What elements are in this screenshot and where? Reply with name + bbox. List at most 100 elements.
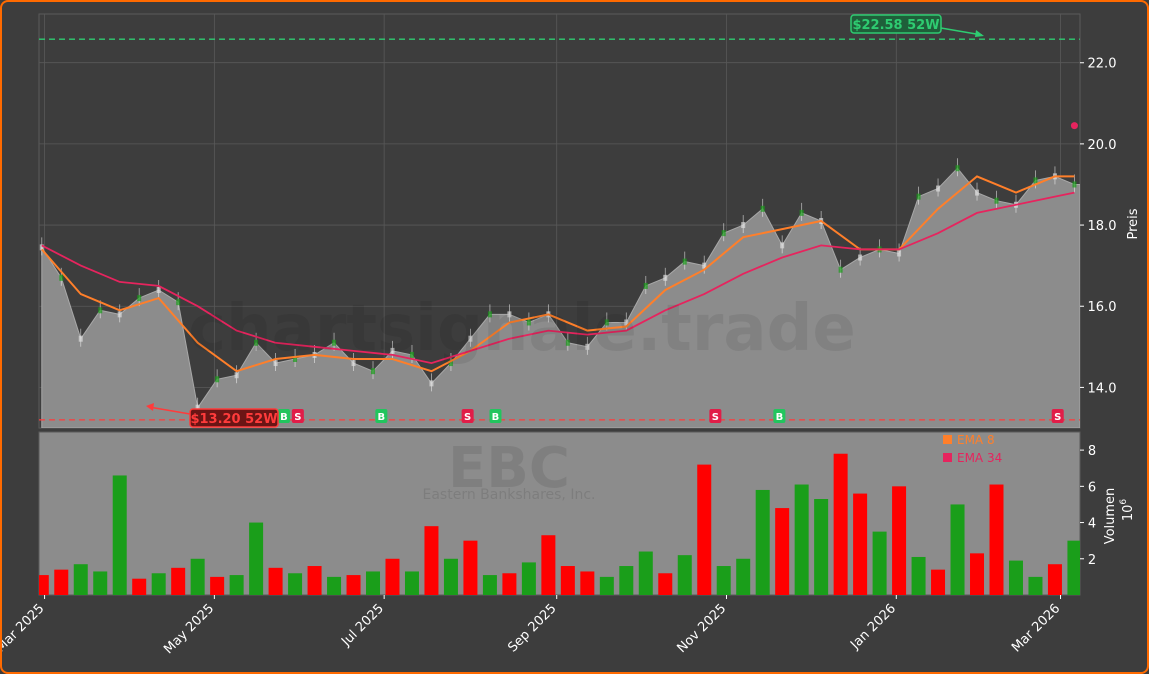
ema-lines-group (41, 122, 1078, 373)
volume-bar (93, 571, 108, 595)
candle-body (585, 343, 590, 350)
candle-body (98, 307, 103, 314)
volume-bar (39, 575, 49, 595)
candle-body (604, 319, 609, 326)
candle-body (1033, 177, 1038, 184)
volume-bar (931, 569, 946, 595)
sell-signal-label: S (1054, 412, 1061, 423)
volume-bar (327, 576, 342, 595)
legend-ema8-swatch (943, 435, 952, 444)
candle-body (195, 404, 200, 411)
volume-bar (814, 499, 829, 595)
date-tick-label: Jan 2026 (847, 601, 899, 653)
candles-group (39, 158, 1077, 416)
volume-bar (1008, 560, 1023, 595)
volume-tick-label: 6 (1088, 480, 1096, 495)
candle-body (390, 347, 395, 354)
candle-body (273, 360, 278, 367)
watermark-ticker: EBC (448, 436, 570, 501)
legend-ema8-label: EMA 8 (957, 433, 995, 447)
volume-bar (989, 484, 1004, 595)
candle-body (721, 230, 726, 237)
candle-body (799, 209, 804, 216)
candle-body (507, 311, 512, 318)
volume-bar (482, 575, 497, 595)
price-area-group (41, 167, 1080, 428)
candle-body (39, 244, 44, 251)
volume-bar (229, 575, 244, 595)
volume-bar (424, 526, 439, 595)
volume-bar (911, 556, 926, 595)
buy-signal-badge (277, 409, 290, 423)
candle-body (332, 339, 337, 346)
date-tick-label: Mar 2026 (1009, 601, 1063, 655)
price-tick-label: 16.0 (1088, 300, 1117, 315)
volume-bar (833, 453, 848, 595)
volume-bar (54, 569, 69, 595)
buy-signal-badge (489, 409, 502, 423)
volume-bar (950, 504, 965, 595)
volume-bar (580, 571, 595, 595)
buy-signal-label: B (280, 412, 288, 423)
candle-body (565, 339, 570, 346)
volume-bar (716, 566, 731, 595)
candle-body (994, 197, 999, 204)
volume-panel (38, 431, 1081, 596)
candle-body (663, 274, 668, 281)
buy-signal-label: B (776, 412, 784, 423)
volume-bar (249, 522, 264, 595)
volume-bar (619, 566, 634, 595)
candle-body (371, 368, 376, 375)
buy-signal-label: B (378, 412, 386, 423)
volume-bar (1067, 540, 1080, 595)
price-tick-label: 20.0 (1088, 138, 1117, 153)
candle-body (526, 319, 531, 326)
candle-body (234, 372, 239, 379)
sell-signal-badge (709, 409, 722, 423)
volume-bar (502, 573, 517, 595)
candle-body (975, 189, 980, 196)
candle-body (176, 299, 181, 306)
candle-body (117, 311, 122, 318)
ema8-line (41, 175, 1075, 373)
volume-bar (775, 508, 790, 595)
candle-body (351, 360, 356, 367)
volume-tick-label: 2 (1088, 553, 1096, 568)
volume-bar (443, 558, 458, 595)
candle-body (897, 250, 902, 257)
high-52w-label: $22.58 52W (852, 18, 939, 33)
volume-bar (132, 578, 147, 595)
candle-body (78, 335, 83, 342)
candle-body (702, 262, 707, 269)
candle-body (468, 335, 473, 342)
volume-bar (755, 489, 770, 595)
candle-body (936, 185, 941, 192)
volume-bar (599, 576, 614, 595)
sell-signal-badge (461, 409, 474, 423)
volume-bar (268, 567, 283, 595)
date-tick-label: Mar 2025 (2, 601, 47, 655)
volume-bars-group (39, 453, 1080, 595)
buy-signal-badge (773, 409, 786, 423)
volume-bar (151, 573, 166, 595)
legend: EMA 8 EMA 34 (943, 433, 1002, 465)
volume-bar (463, 540, 478, 595)
price-area (41, 167, 1080, 428)
volume-bar (521, 562, 536, 595)
price-axis-title: Preis (1126, 208, 1141, 239)
volume-bar (210, 576, 225, 595)
candle-body (760, 205, 765, 212)
candle-body (156, 287, 161, 293)
price-tick-label: 18.0 (1088, 219, 1117, 234)
candle-body (643, 282, 648, 289)
sell-signal-label: S (464, 412, 471, 423)
last-price-marker (1070, 122, 1078, 130)
candle-body (487, 311, 492, 318)
date-tick-label: Sep 2025 (505, 601, 559, 655)
legend-ema34-swatch (943, 453, 952, 462)
volume-bar (112, 475, 127, 595)
candle-body (254, 339, 259, 346)
candle-body (955, 165, 960, 172)
legend-ema34-label: EMA 34 (957, 451, 1002, 465)
